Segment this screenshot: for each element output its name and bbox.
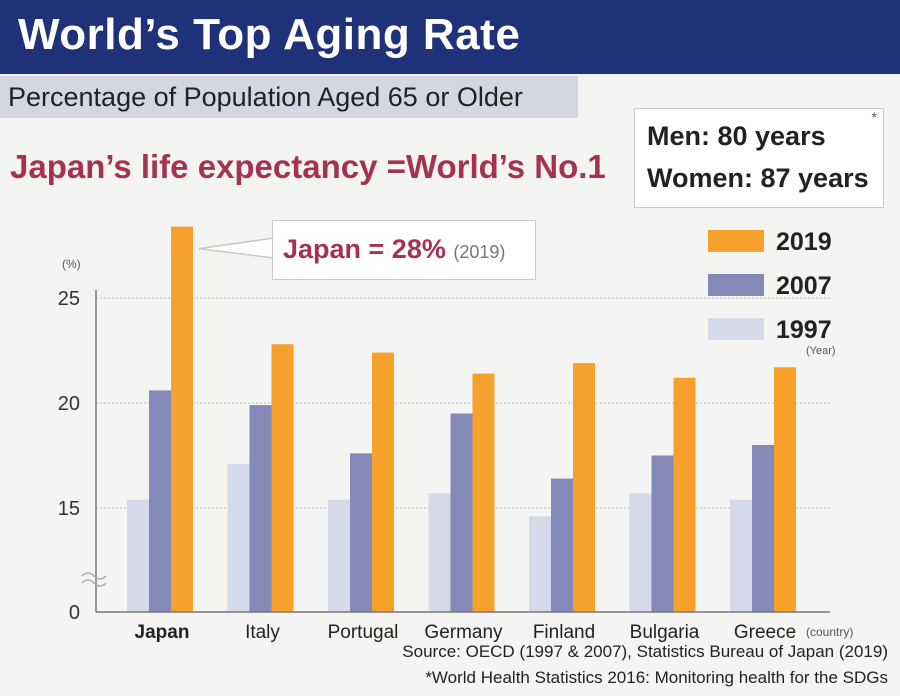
legend-label-2019: 2019 — [776, 228, 832, 256]
callout-pointer — [198, 237, 275, 259]
footnote: *World Health Statistics 2016: Monitorin… — [425, 668, 888, 687]
bar-finland-1997 — [529, 516, 551, 612]
bar-italy-1997 — [227, 463, 250, 612]
x-tick-label: Japan — [135, 622, 190, 643]
y-tick-label: 20 — [58, 393, 80, 415]
bar-finland-2007 — [551, 478, 573, 612]
x-tick-label: Italy — [245, 622, 280, 643]
footnote-marker: * — [871, 109, 877, 125]
bar-portugal-1997 — [328, 499, 350, 612]
axes — [81, 290, 830, 613]
x-tick-label: Finland — [533, 622, 595, 643]
women-life-expectancy: Women: 87 years — [647, 163, 869, 193]
bar-greece-2007 — [752, 445, 774, 612]
source-note: Source: OECD (1997 & 2007), Statistics B… — [402, 642, 888, 661]
bar-bulgaria-2019 — [673, 377, 696, 612]
bar-germany-1997 — [428, 493, 451, 612]
axis-break-mark — [81, 572, 107, 587]
tick-labels: 0 15 20 25 (%) — [58, 257, 81, 624]
x-tick-label: Germany — [424, 622, 503, 643]
bar-greece-2019 — [774, 367, 796, 612]
category-labels: Japan Italy Portugal Germany Finland Bulgaria… — [135, 622, 854, 643]
x-tick-label: Portugal — [328, 622, 399, 643]
bar-japan-2007 — [149, 390, 171, 612]
legend-label-1997: 1997 — [776, 316, 832, 344]
legend-swatch-2019 — [708, 230, 764, 252]
bars — [127, 226, 796, 612]
headline: Japan’s life expectancy =World’s No.1 — [10, 148, 606, 185]
legend-label-2007: 2007 — [776, 272, 832, 300]
y-unit-label: (%) — [62, 257, 81, 271]
men-life-expectancy: Men: 80 years — [647, 121, 826, 151]
page-subtitle: Percentage of Population Aged 65 or Olde… — [8, 82, 523, 112]
bar-italy-2019 — [271, 344, 294, 612]
bar-germany-2019 — [472, 373, 495, 612]
bar-germany-2007 — [450, 413, 473, 612]
subtitle-bar: Percentage of Population Aged 65 or Olde… — [0, 76, 578, 118]
y-tick-label: 0 — [69, 602, 80, 624]
bar-italy-2007 — [249, 405, 272, 612]
bar-bulgaria-2007 — [651, 455, 674, 612]
japan-callout: Japan = 28% (2019) — [272, 220, 536, 280]
legend-unit-label: (Year) — [806, 345, 836, 357]
page-title: World’s Top Aging Rate — [18, 10, 521, 59]
bar-portugal-2019 — [372, 352, 394, 612]
bar-japan-2019 — [171, 226, 193, 612]
title-bar: World’s Top Aging Rate — [0, 0, 900, 74]
legend-swatch-2007 — [708, 274, 764, 296]
x-tick-label: Greece — [734, 622, 796, 643]
bar-bulgaria-1997 — [629, 493, 652, 612]
bar-greece-1997 — [730, 499, 752, 612]
life-expectancy-box: * Men: 80 years Women: 87 years — [634, 108, 884, 208]
legend-swatch-1997 — [708, 318, 764, 340]
y-tick-label: 15 — [58, 498, 80, 520]
callout-year: (2019) — [453, 242, 506, 262]
y-tick-label: 25 — [58, 288, 80, 310]
x-tick-label: Bulgaria — [630, 622, 700, 643]
bar-portugal-2007 — [350, 453, 372, 612]
bar-finland-2019 — [573, 363, 595, 612]
legend: 2019 2007 1997(Year) — [708, 228, 836, 357]
x-unit-label: (country) — [806, 625, 853, 639]
callout-text: Japan = 28% — [283, 234, 446, 264]
bar-japan-1997 — [127, 499, 149, 612]
callout-arrow — [198, 237, 275, 259]
